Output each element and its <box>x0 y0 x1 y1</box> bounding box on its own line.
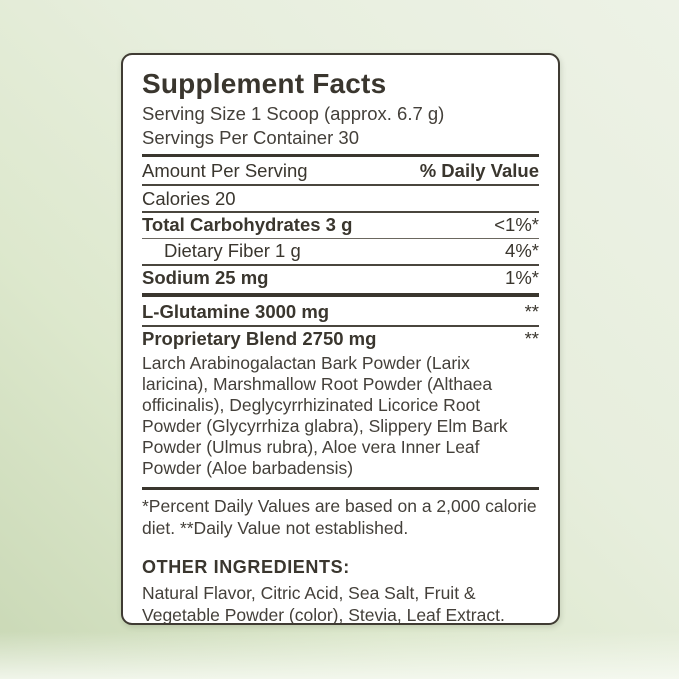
divider-thick-footnote <box>142 486 539 490</box>
other-ingredients-text: Natural Flavor, Citric Acid, Sea Salt, F… <box>142 582 505 625</box>
nutrient-value: 1%* <box>505 267 539 288</box>
nutrient-name: Calories 20 <box>142 187 236 209</box>
supplement-facts-panel: Supplement Facts Serving Size 1 Scoop (a… <box>121 53 560 625</box>
servings-per-container-line: Servings Per Container 30 <box>142 126 359 148</box>
divider-thick-top <box>142 154 539 157</box>
nutrient-row-total-carbohydrates: Total Carbohydrates 3 g <1%* <box>142 213 539 238</box>
daily-value-footnote: *Percent Daily Values are based on a 2,0… <box>142 495 537 538</box>
nutrient-value: ** <box>524 328 539 349</box>
divider-thin <box>142 237 539 239</box>
amount-per-serving-header: Amount Per Serving <box>142 160 308 181</box>
divider-medium <box>142 263 539 266</box>
daily-value-header: % Daily Value <box>419 160 539 181</box>
serving-size-line: Serving Size 1 Scoop (approx. 6.7 g) <box>142 103 445 124</box>
other-ingredients-section: OTHER INGREDIENTS: Natural Flavor, Citri… <box>123 547 558 625</box>
divider-thin <box>142 211 539 213</box>
panel-title: Supplement Facts <box>142 68 387 99</box>
nutrient-name: Dietary Fiber 1 g <box>164 240 301 261</box>
divider-thick-mid <box>142 292 539 297</box>
column-header-row: Amount Per Serving % Daily Value <box>142 157 539 184</box>
nutrient-value: ** <box>524 301 539 322</box>
other-ingredients-heading: OTHER INGREDIENTS: <box>142 556 350 577</box>
nutrient-row-sodium: Sodium 25 mg 1%* <box>142 266 539 291</box>
nutrient-row-calories: Calories 20 <box>142 186 539 211</box>
nutrient-name: Proprietary Blend 2750 mg <box>142 328 377 349</box>
facts-main-section: Supplement Facts Serving Size 1 Scoop (a… <box>123 55 558 547</box>
nutrient-row-l-glutamine: L-Glutamine 3000 mg ** <box>142 300 539 325</box>
nutrient-value: 4%* <box>505 240 539 261</box>
nutrient-name: Sodium 25 mg <box>142 267 269 288</box>
nutrient-row-dietary-fiber: Dietary Fiber 1 g 4%* <box>142 239 539 264</box>
nutrient-name: L-Glutamine 3000 mg <box>142 301 330 322</box>
nutrient-name: Total Carbohydrates 3 g <box>142 214 353 235</box>
nutrient-value: <1%* <box>494 214 539 235</box>
divider-medium <box>142 324 539 327</box>
nutrient-row-proprietary-blend: Proprietary Blend 2750 mg ** <box>142 327 539 352</box>
divider-under-header <box>142 184 539 186</box>
proprietary-blend-description: Larch Arabinogalactan Bark Powder (Larix… <box>142 352 508 478</box>
